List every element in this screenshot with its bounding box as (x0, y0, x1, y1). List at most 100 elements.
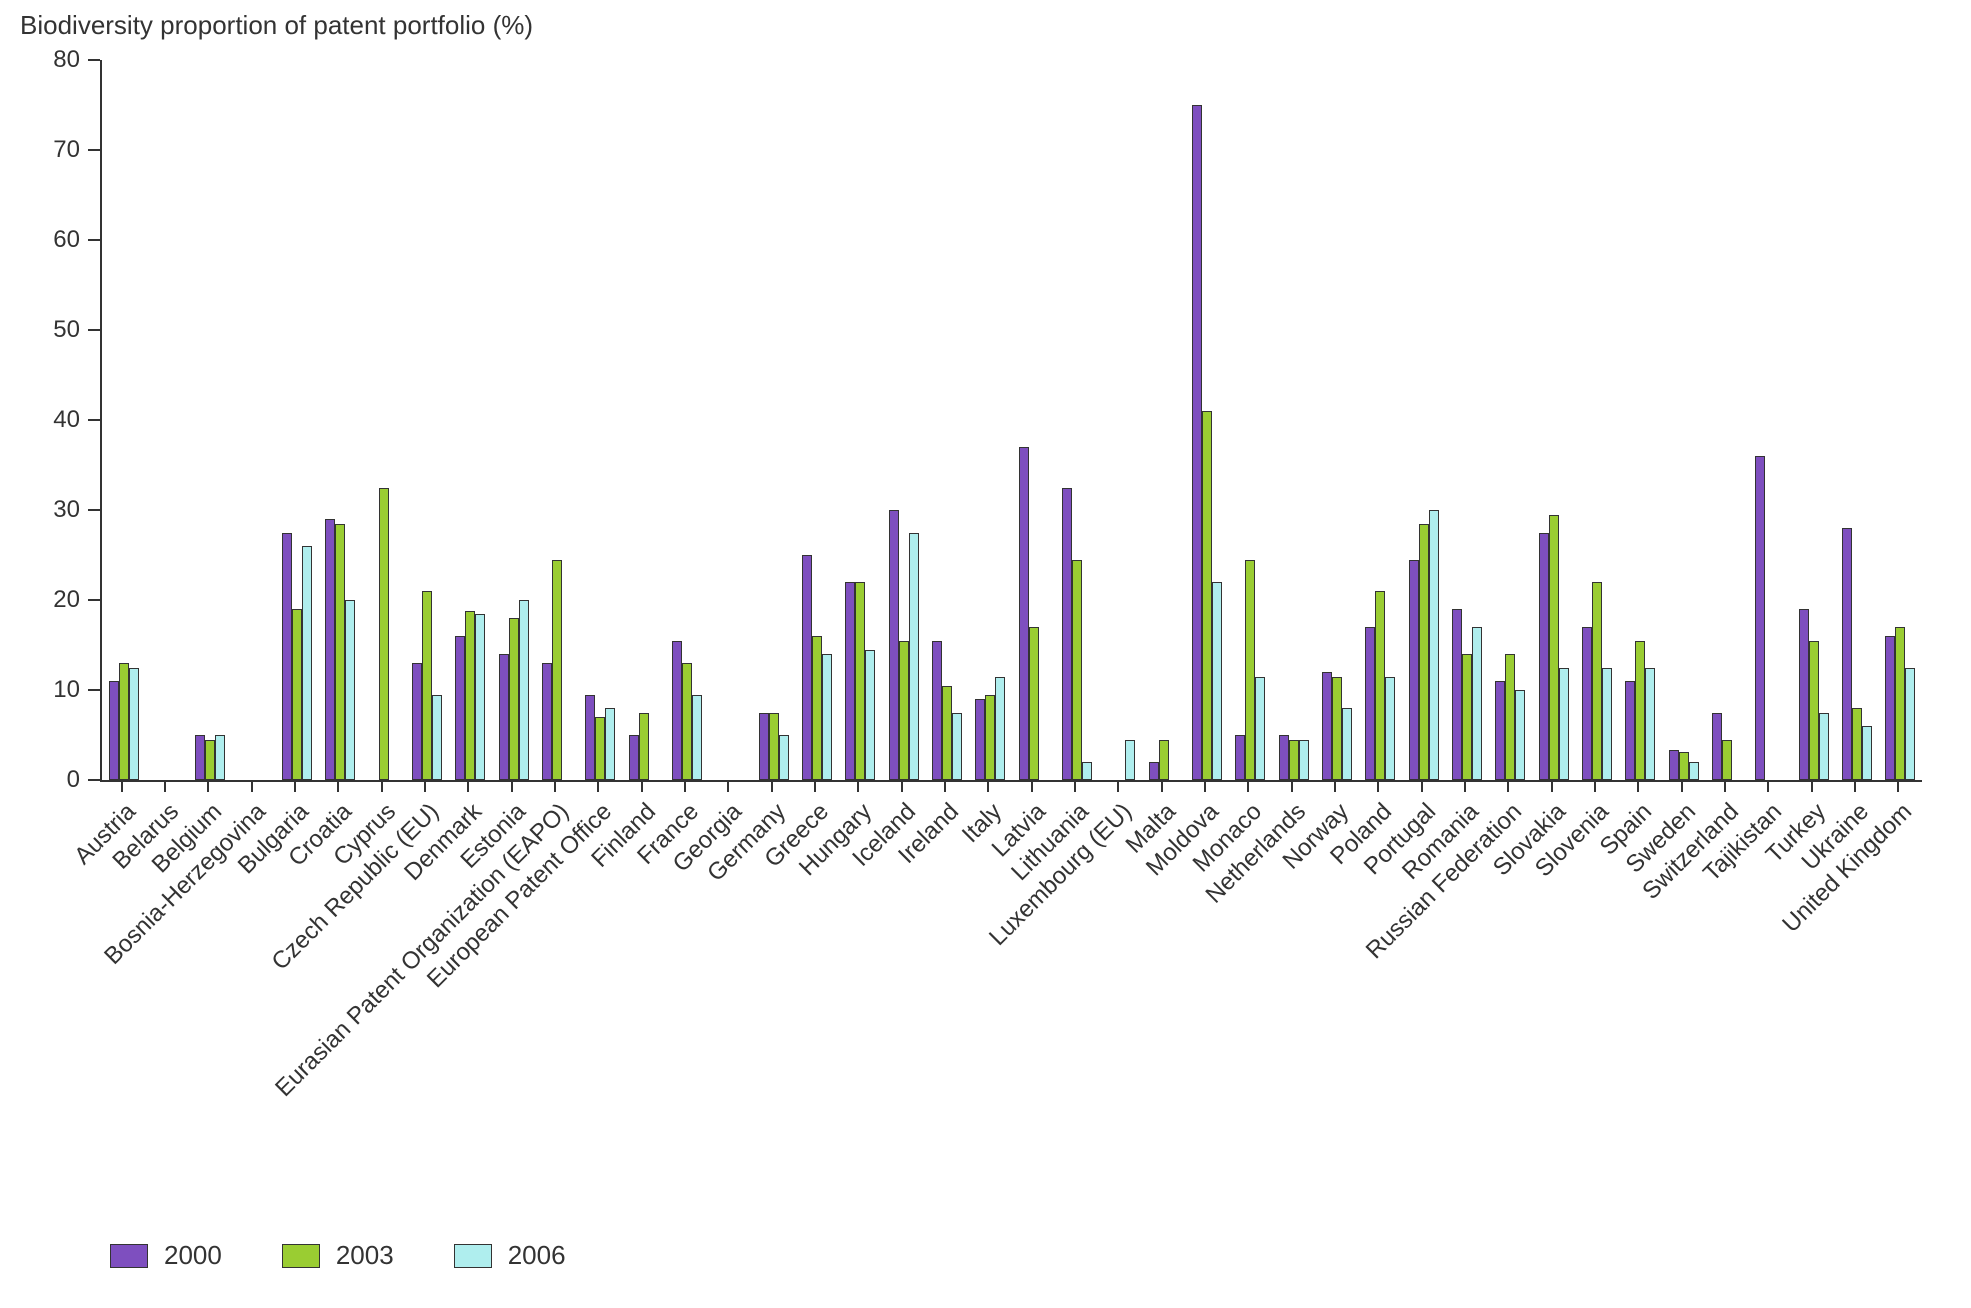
bar (1289, 740, 1299, 781)
x-tick (987, 780, 989, 792)
bar (1385, 677, 1395, 781)
bar (975, 699, 985, 780)
bar (475, 614, 485, 781)
bar (345, 600, 355, 780)
bar (1862, 726, 1872, 780)
x-tick (1724, 780, 1726, 792)
y-tick-label: 80 (40, 46, 80, 74)
y-tick (88, 599, 100, 601)
bar (605, 708, 615, 780)
x-tick (1204, 780, 1206, 792)
bar (672, 641, 682, 781)
legend-label: 2003 (336, 1240, 394, 1271)
legend-item: 2003 (282, 1240, 394, 1271)
bar (1149, 762, 1159, 780)
x-tick (727, 780, 729, 792)
x-tick (1767, 780, 1769, 792)
bar (1722, 740, 1732, 781)
bar (759, 713, 769, 781)
bar (1212, 582, 1222, 780)
y-tick (88, 419, 100, 421)
y-tick-label: 70 (40, 136, 80, 164)
bar (812, 636, 822, 780)
x-tick (1074, 780, 1076, 792)
bar (1202, 411, 1212, 780)
bar (1679, 752, 1689, 780)
bar (1505, 654, 1515, 780)
bar (1029, 627, 1039, 780)
bar (1462, 654, 1472, 780)
bar (1885, 636, 1895, 780)
bar (422, 591, 432, 780)
bar (335, 524, 345, 781)
legend-label: 2006 (508, 1240, 566, 1271)
bar (899, 641, 909, 781)
x-tick (1507, 780, 1509, 792)
legend-item: 2000 (110, 1240, 222, 1271)
bar (302, 546, 312, 780)
y-tick (88, 59, 100, 61)
x-tick (1811, 780, 1813, 792)
bar (1255, 677, 1265, 781)
x-tick (1637, 780, 1639, 792)
bar (1842, 528, 1852, 780)
y-axis-title: Biodiversity proportion of patent portfo… (20, 10, 533, 41)
bar (432, 695, 442, 781)
bar (1342, 708, 1352, 780)
x-tick (1421, 780, 1423, 792)
y-tick (88, 509, 100, 511)
x-tick (944, 780, 946, 792)
y-tick (88, 149, 100, 151)
bar (909, 533, 919, 781)
bar (282, 533, 292, 781)
bar (292, 609, 302, 780)
y-tick (88, 329, 100, 331)
bar (379, 488, 389, 781)
bar (802, 555, 812, 780)
x-tick (251, 780, 253, 792)
bar (889, 510, 899, 780)
x-tick (381, 780, 383, 792)
x-tick (1854, 780, 1856, 792)
bar (1235, 735, 1245, 780)
x-tick (1334, 780, 1336, 792)
x-tick (1291, 780, 1293, 792)
bar (1645, 668, 1655, 781)
bar (1549, 515, 1559, 781)
bar (1559, 668, 1569, 781)
bar (1755, 456, 1765, 780)
bar (1689, 762, 1699, 780)
x-tick (814, 780, 816, 792)
bar (1539, 533, 1549, 781)
bar (1429, 510, 1439, 780)
bar (932, 641, 942, 781)
x-tick (294, 780, 296, 792)
bar (995, 677, 1005, 781)
bar (942, 686, 952, 781)
bar (769, 713, 779, 781)
bar (585, 695, 595, 781)
bar (1375, 591, 1385, 780)
bar (215, 735, 225, 780)
bar (119, 663, 129, 780)
bar (865, 650, 875, 781)
bar (542, 663, 552, 780)
y-tick-label: 60 (40, 226, 80, 254)
bar (1669, 750, 1679, 780)
x-tick (1031, 780, 1033, 792)
bar (1062, 488, 1072, 781)
bar (692, 695, 702, 781)
x-tick (1464, 780, 1466, 792)
bar (682, 663, 692, 780)
x-tick (771, 780, 773, 792)
bar (1515, 690, 1525, 780)
bar (1712, 713, 1722, 781)
y-tick-label: 10 (40, 676, 80, 704)
x-tick (164, 780, 166, 792)
x-tick (1377, 780, 1379, 792)
bar (1495, 681, 1505, 780)
bar (325, 519, 335, 780)
bar (1635, 641, 1645, 781)
bar (1582, 627, 1592, 780)
bar (195, 735, 205, 780)
